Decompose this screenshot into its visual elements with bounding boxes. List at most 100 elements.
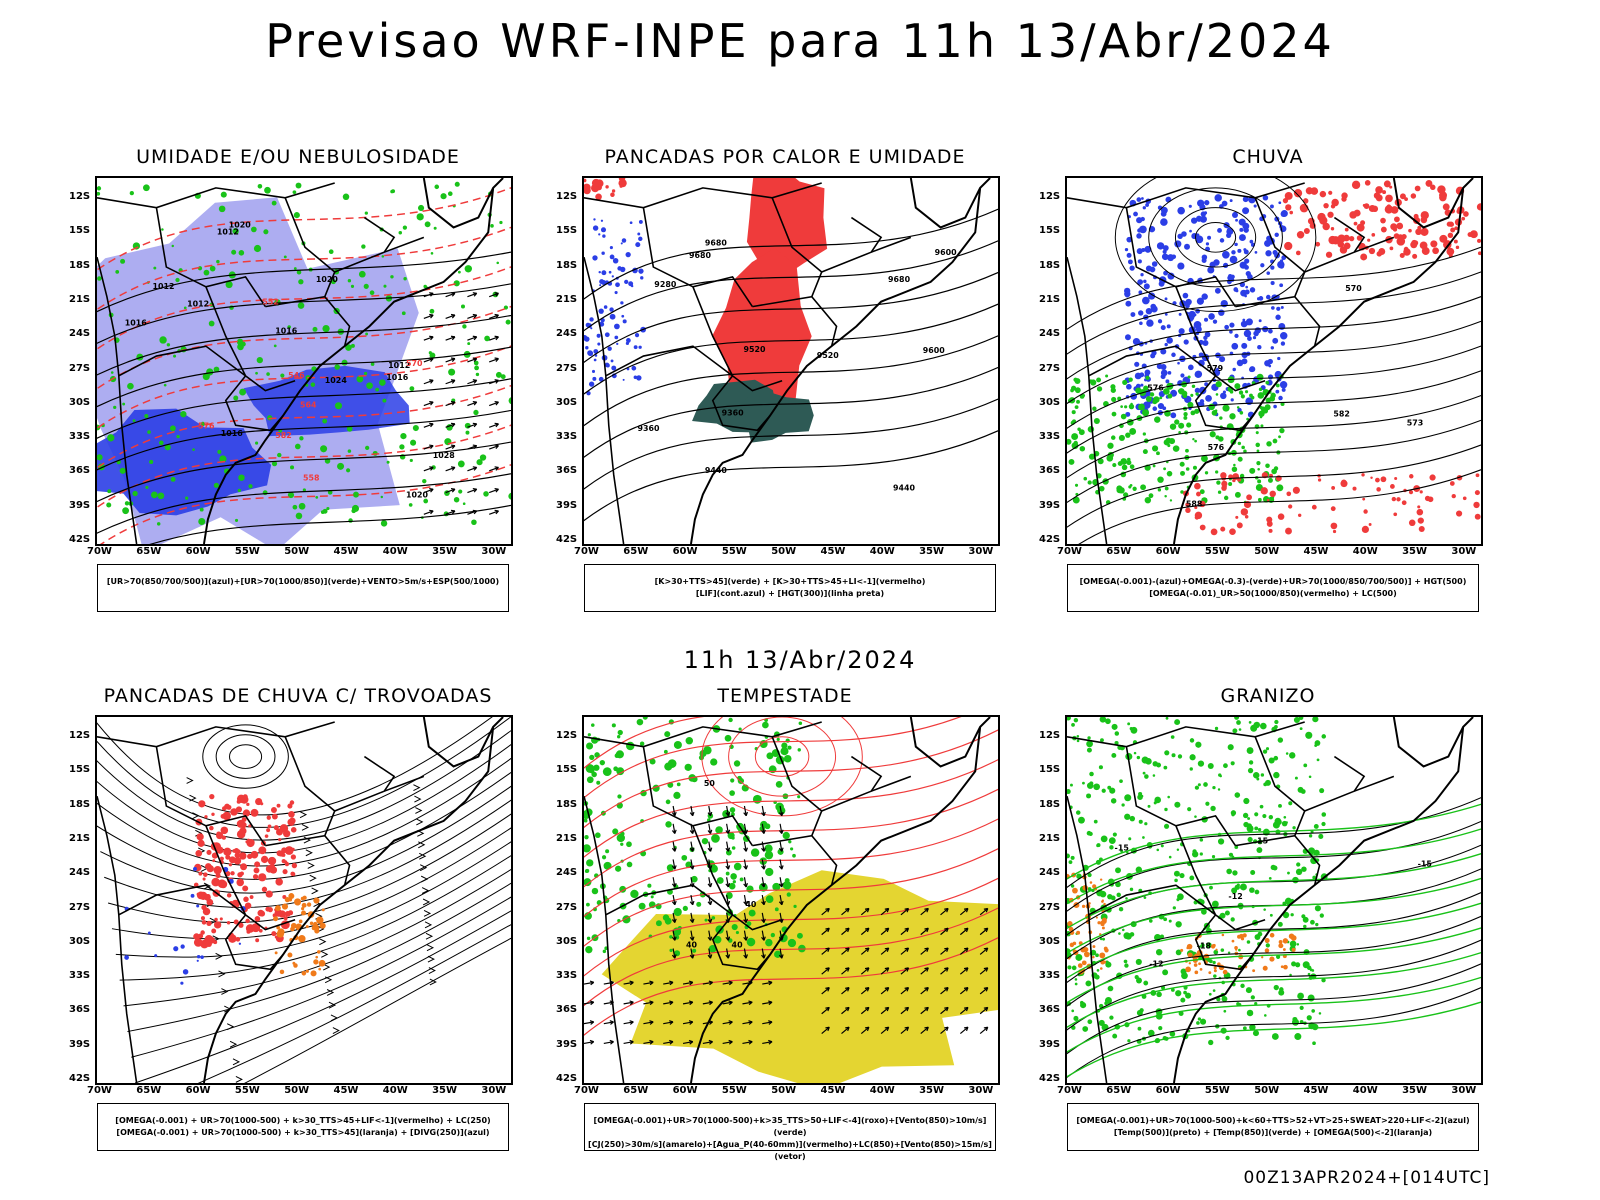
lat-tick-label: 12S bbox=[1039, 191, 1061, 202]
wind850-green-area bbox=[584, 717, 806, 959]
contour-value-label: 588 bbox=[1186, 499, 1203, 508]
lon-tick-label: 35W bbox=[432, 1085, 458, 1096]
legend-line: [CJ(250)>30m/s](amarelo)+[Agua_P(40-60mm… bbox=[588, 1140, 992, 1161]
contour-value-label: 1016 bbox=[125, 318, 148, 327]
contour-value-label: 9680 bbox=[888, 275, 911, 284]
coastline-borders bbox=[97, 178, 504, 544]
lon-tick-label: 65W bbox=[136, 1085, 162, 1096]
lon-tick-label: 60W bbox=[1155, 546, 1181, 557]
lat-tick-label: 21S bbox=[1039, 832, 1061, 844]
panel-legend: [OMEGA(-0.001)+UR>70(1000-500)+k>35_TTS>… bbox=[584, 1103, 996, 1161]
contour-value-label: 1016 bbox=[386, 373, 409, 382]
lon-tick-label: 65W bbox=[136, 546, 162, 557]
lat-tick-label: 42S bbox=[556, 534, 578, 545]
lat-tick-label: 27S bbox=[69, 901, 91, 913]
temp500-black-contours bbox=[1067, 796, 1481, 1079]
panel-title: CHUVA bbox=[1232, 146, 1304, 168]
contour-value-label: 570 bbox=[406, 359, 423, 368]
lon-tick-label: 60W bbox=[672, 546, 698, 557]
contour-value-label: 558 bbox=[303, 474, 320, 483]
lat-tick-label: 18S bbox=[1039, 259, 1061, 271]
lon-tick-label: 35W bbox=[919, 546, 945, 557]
panel-title: TEMPESTADE bbox=[717, 685, 853, 707]
lon-tick-label: 55W bbox=[234, 546, 260, 557]
lat-tick-label: 30S bbox=[556, 935, 578, 947]
lat-tick-label: 33S bbox=[556, 970, 578, 982]
jet-yellow-area bbox=[601, 870, 998, 1083]
lat-tick-label: 18S bbox=[556, 798, 578, 810]
lon-tick-label: 65W bbox=[623, 546, 649, 557]
contour-value-label: 40 bbox=[686, 940, 698, 949]
lat-tick-label: 33S bbox=[69, 431, 91, 443]
legend-line: [OMEGA(-0.001) + UR>70(1000-500) + k>30_… bbox=[116, 1128, 490, 1137]
lon-tick-label: 55W bbox=[1204, 1085, 1230, 1096]
lon-tick-label: 50W bbox=[771, 546, 797, 557]
lon-tick-label: 40W bbox=[1352, 1085, 1378, 1096]
wind-vectors bbox=[671, 805, 784, 959]
contour-value-label: 1028 bbox=[433, 451, 456, 460]
legend-line: [OMEGA(-0.001)-(azul)+OMEGA(-0.3)-(verde… bbox=[1079, 577, 1467, 586]
panel-title: PANCADAS DE CHUVA C/ TROVOADAS bbox=[103, 685, 493, 707]
lon-tick-label: 50W bbox=[284, 546, 310, 557]
pancadas-red-area bbox=[712, 248, 812, 419]
lat-tick-label: 18S bbox=[69, 259, 91, 271]
coastline-borders bbox=[1067, 178, 1474, 544]
lat-tick-label: 39S bbox=[69, 499, 91, 511]
lat-tick-label: 27S bbox=[1039, 901, 1061, 913]
map-canvas: -12 -15 -12 -15 -18 15 bbox=[1067, 717, 1481, 1083]
lon-tick-label: 45W bbox=[1303, 1085, 1329, 1096]
lon-tick-label: 30W bbox=[1451, 546, 1477, 557]
lat-tick-label: 39S bbox=[556, 499, 578, 511]
contour-value-label: 9600 bbox=[923, 346, 946, 355]
lon-tick-label: 70W bbox=[1057, 546, 1082, 557]
lat-tick-label: 21S bbox=[69, 293, 91, 305]
legend-line: [OMEGA(-0.001) + UR>70(1000-500) + k>30_… bbox=[115, 1116, 491, 1125]
lon-tick-label: 50W bbox=[284, 1085, 310, 1096]
humidity-blue-area bbox=[97, 408, 272, 516]
panel-legend: [OMEGA(-0.001) + UR>70(1000-500) + k>30_… bbox=[97, 1103, 509, 1151]
panel-title: GRANIZO bbox=[1220, 685, 1316, 707]
contour-value-label: 582 bbox=[1333, 409, 1350, 418]
contour-value-label: 1012 bbox=[217, 227, 239, 236]
lat-tick-label: 36S bbox=[69, 465, 91, 477]
wind-vectors bbox=[821, 907, 989, 1034]
lon-tick-label: 50W bbox=[771, 1085, 797, 1096]
lat-tick-label: 33S bbox=[556, 431, 578, 443]
panel-legend: [OMEGA(-0.001)-(azul)+OMEGA(-0.3)-(verde… bbox=[1067, 564, 1479, 612]
lif-blue-contours bbox=[584, 218, 647, 396]
lat-tick-label: 24S bbox=[69, 328, 91, 340]
contour-value-label: 9440 bbox=[705, 466, 728, 475]
lat-tick-label: 33S bbox=[69, 970, 91, 982]
lat-tick-label: 15S bbox=[556, 764, 578, 776]
lat-tick-label: 42S bbox=[1039, 1073, 1061, 1084]
lon-tick-label: 65W bbox=[1106, 546, 1132, 557]
lat-tick-label: 15S bbox=[1039, 764, 1061, 776]
trovoada-red-area bbox=[193, 793, 298, 949]
lat-tick-label: 27S bbox=[1039, 362, 1061, 374]
lat-tick-label: 12S bbox=[69, 191, 91, 202]
lon-tick-label: 30W bbox=[968, 546, 994, 557]
contour-value-label: 9440 bbox=[893, 484, 916, 493]
legend-line: [Temp(500)](preto) + [Temp(850)](verde) … bbox=[1113, 1128, 1433, 1137]
lat-tick-label: 15S bbox=[69, 764, 91, 776]
lon-tick-label: 45W bbox=[820, 546, 846, 557]
hgt500-black-contours bbox=[1067, 246, 1481, 544]
lat-tick-label: 18S bbox=[1039, 798, 1061, 810]
lon-tick-label: 45W bbox=[333, 1085, 359, 1096]
contour-value-label: -12 bbox=[1149, 959, 1163, 968]
lat-tick-label: 30S bbox=[69, 935, 91, 947]
panel-legend: [OMEGA(-0.001)+UR>70(1000-500)+k<60+TTS>… bbox=[1067, 1103, 1479, 1151]
coastline-borders bbox=[1067, 717, 1474, 1083]
lat-tick-label: 33S bbox=[1039, 970, 1061, 982]
contour-value-label: 570 bbox=[1345, 284, 1362, 293]
map-frame: -12 -15 -12 -15 -18 15 bbox=[1065, 715, 1483, 1085]
omega500-orange-dots bbox=[1180, 932, 1297, 975]
contour-value-label: 9520 bbox=[743, 345, 766, 354]
contour-value-label: 1012 bbox=[187, 300, 209, 309]
wind-vectors bbox=[584, 980, 773, 1045]
lat-tick-label: 39S bbox=[69, 1038, 91, 1050]
contour-value-label: 1012 bbox=[152, 282, 174, 291]
lon-tick-label: 35W bbox=[1402, 546, 1428, 557]
contour-value-label: 582 bbox=[275, 431, 292, 440]
contour-value-label: -15 bbox=[1115, 844, 1129, 853]
